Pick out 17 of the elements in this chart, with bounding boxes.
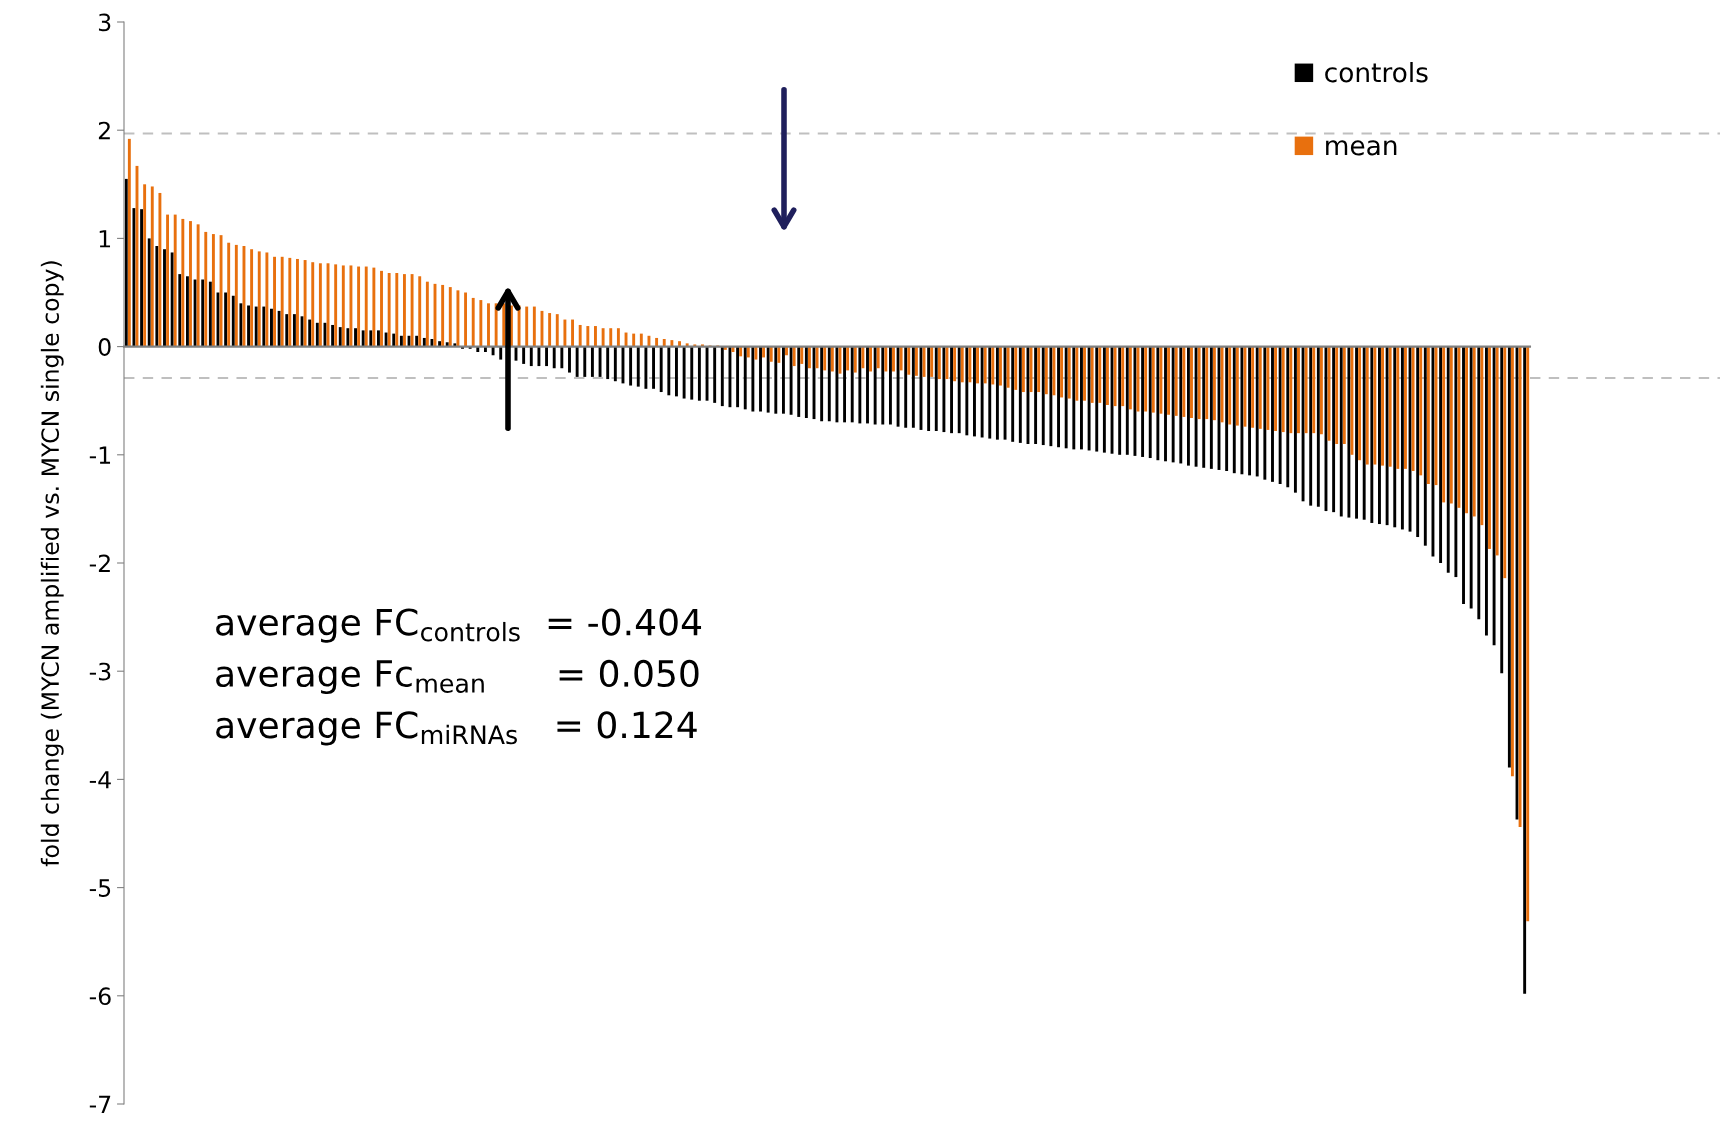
y-tick-label: -5 (89, 879, 111, 897)
y-tick-label: -1 (89, 446, 111, 464)
y-tick-label: 1 (99, 230, 111, 248)
y-tick-label: -2 (89, 554, 110, 572)
y-tick-label: -7 (89, 1095, 111, 1113)
y-tick-label: -6 (89, 987, 111, 1006)
y-tick-label: 3 (98, 13, 111, 32)
y-tick-label: -3 (89, 662, 111, 681)
y-tick-label: 2 (98, 121, 110, 140)
text: average Fc$_{mean}$ = 0.050 (216, 659, 699, 695)
annotation: average FC$_{controls}$ = -0.404 (216, 608, 702, 643)
legend-label: controls (1325, 61, 1428, 83)
y-tick-label: -4 (89, 771, 111, 789)
text: average FC$_{miRNAs}$ = 0.124 (216, 711, 697, 746)
y-axis-title: fold change (MYCN amplified vs. MYCN single copy) (40, 261, 64, 867)
y-tick-label: 0 (98, 338, 111, 356)
legend-label: mean (1326, 140, 1397, 156)
